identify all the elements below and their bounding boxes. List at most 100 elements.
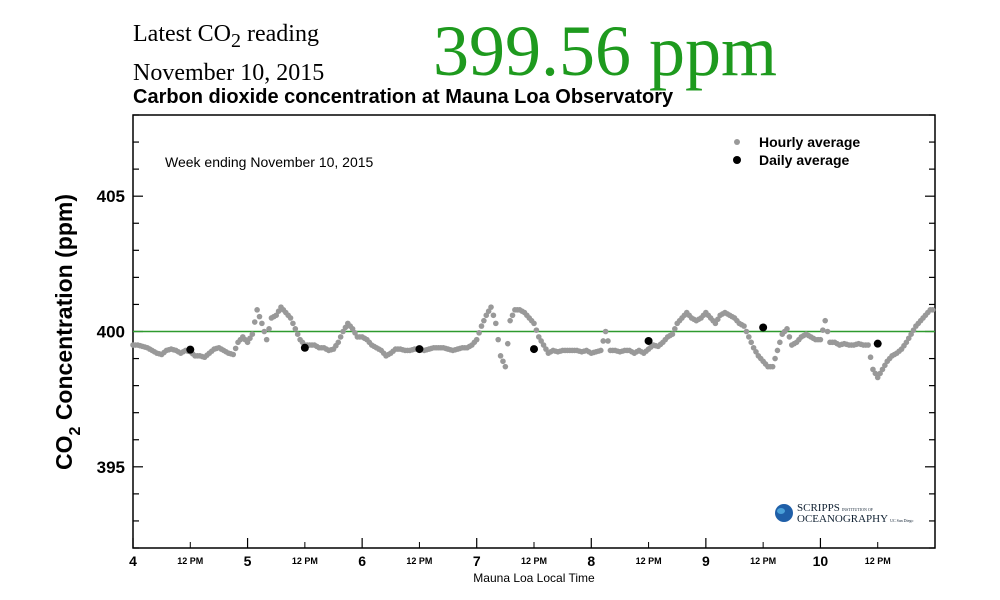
hourly-point — [531, 320, 537, 327]
x-noon-label: 12 PM — [521, 556, 547, 566]
hourly-point — [712, 320, 719, 327]
hourly-point — [543, 346, 549, 352]
hourly-point — [669, 331, 676, 338]
globe-icon — [775, 504, 793, 522]
y-tick-label: 400 — [97, 323, 125, 342]
hourly-point — [540, 342, 547, 348]
hourly-point — [509, 312, 516, 319]
daily-point — [759, 323, 768, 332]
hourly-point — [910, 327, 917, 333]
legend-daily-label: Daily average — [759, 152, 849, 168]
hourly-point — [478, 323, 485, 329]
hourly-point — [476, 330, 482, 336]
hourly-point — [908, 331, 914, 338]
latest-reading-value: 399.56 ppm — [433, 11, 778, 91]
hourly-point — [769, 363, 776, 370]
hourly-point — [266, 325, 272, 332]
hourly-point — [335, 339, 342, 346]
latest-date: November 10, 2015 — [133, 59, 325, 86]
hourly-point — [743, 328, 750, 335]
legend-hourly-label: Hourly average — [759, 134, 860, 150]
hourly-point — [865, 342, 871, 348]
hourly-point — [497, 353, 504, 359]
hourly-point — [786, 334, 793, 340]
hourly-point — [256, 313, 263, 320]
hourly-point — [746, 334, 752, 340]
daily-point — [873, 339, 882, 348]
legend-hourly-marker — [734, 139, 740, 145]
hourly-point — [275, 308, 282, 315]
latest-reading-label: Latest CO2 reading November 10, 2015 — [133, 18, 324, 89]
daily-point — [415, 345, 424, 354]
hourly-point — [483, 312, 490, 319]
hourly-point — [903, 339, 910, 346]
scripps-logo: SCRIPPS INSTITUTION OF OCEANOGRAPHY UC San… — [775, 502, 913, 525]
y-tick-label: 405 — [97, 187, 125, 206]
hourly-point — [485, 308, 492, 315]
hourly-point — [750, 344, 757, 351]
hourly-point — [292, 325, 299, 332]
x-tick-label: 9 — [702, 553, 710, 569]
hourly-point — [244, 339, 251, 346]
hourly-point — [495, 336, 501, 343]
x-noon-label: 12 PM — [750, 556, 776, 566]
hourly-point — [777, 339, 783, 346]
hourly-point — [287, 315, 294, 321]
hourly-point — [507, 317, 513, 324]
hourly-point — [772, 355, 778, 362]
x-tick-label: 10 — [813, 553, 829, 569]
hourly-point — [500, 358, 506, 365]
latest-label-suffix: reading — [240, 21, 319, 47]
hourly-point — [535, 334, 542, 340]
hourly-point — [905, 335, 912, 342]
hourly-point — [337, 334, 344, 340]
hourly-point — [741, 323, 747, 329]
legend: Hourly average Daily average — [733, 134, 860, 168]
hourly-point — [490, 312, 497, 319]
hourly-point — [247, 335, 253, 342]
daily-point — [186, 345, 195, 354]
hourly-point — [294, 331, 301, 338]
hourly-point — [877, 370, 883, 377]
daily-point — [530, 345, 538, 354]
x-noon-label: 12 PM — [292, 556, 318, 566]
x-noon-label: 12 PM — [865, 556, 891, 566]
hourly-point — [822, 317, 829, 324]
hourly-point — [342, 324, 349, 331]
hourly-point — [254, 307, 260, 313]
hourly-point — [481, 317, 487, 324]
hourly-point — [929, 307, 936, 313]
legend-daily-marker — [733, 156, 741, 164]
hourly-point — [502, 363, 509, 370]
hourly-point — [232, 345, 239, 352]
hourly-point — [874, 374, 881, 381]
hourly-point — [784, 325, 790, 332]
hourly-point — [473, 336, 480, 343]
hourly-point — [872, 370, 879, 377]
hourly-point — [290, 320, 296, 327]
week-annotation: Week ending November 10, 2015 — [165, 154, 374, 170]
hourly-point — [504, 340, 511, 347]
hourly-point — [882, 362, 888, 369]
hourly-point — [714, 316, 721, 323]
daily-point — [300, 343, 309, 352]
x-tick-label: 8 — [587, 553, 595, 569]
hourly-point — [538, 338, 544, 344]
chart-title: Carbon dioxide concentration at Mauna Lo… — [133, 86, 674, 108]
hourly-point — [251, 319, 258, 325]
hourly-point — [817, 336, 824, 343]
hourly-point — [352, 330, 358, 336]
hourly-point — [672, 325, 678, 332]
hourly-point — [493, 320, 499, 327]
hourly-point — [879, 366, 886, 373]
hourly-point — [259, 320, 265, 327]
x-noon-label: 12 PM — [636, 556, 662, 566]
hourly-point — [230, 351, 237, 358]
x-noon-label: 12 PM — [406, 556, 432, 566]
y-tick-label: 395 — [97, 458, 125, 477]
hourly-point — [748, 339, 755, 346]
hourly-point — [261, 328, 268, 335]
